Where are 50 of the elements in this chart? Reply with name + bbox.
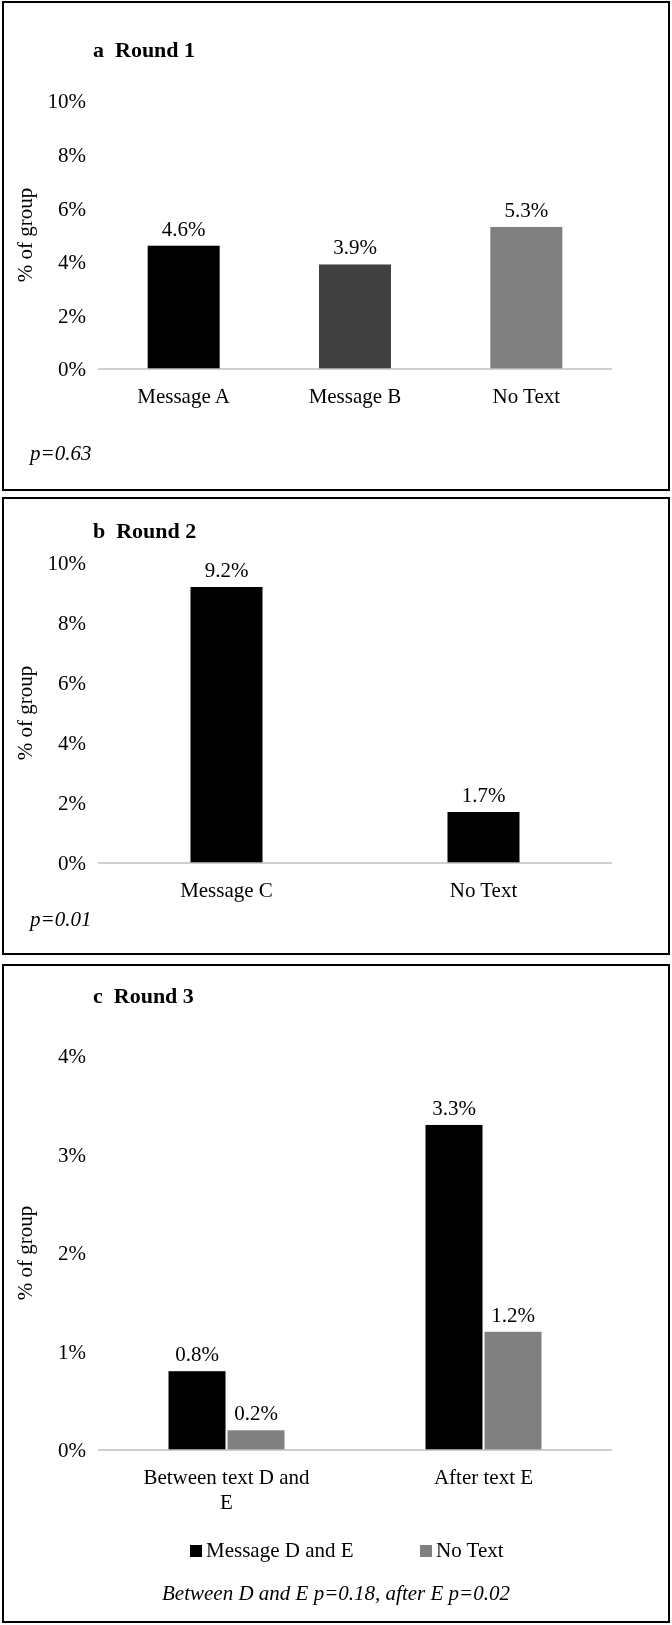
- data-label: 3.9%: [333, 235, 377, 260]
- y-tick-label: 2%: [58, 1241, 86, 1266]
- y-axis-title: % of group: [13, 187, 37, 283]
- chart-title: a Round 1: [93, 37, 196, 62]
- bar: [227, 1430, 285, 1450]
- bar: [168, 1371, 226, 1450]
- y-tick-label: 10%: [47, 551, 86, 576]
- data-label: 5.3%: [504, 197, 549, 222]
- data-label: 1.7%: [461, 783, 506, 807]
- x-tick-label: Between text D and E: [143, 1465, 311, 1514]
- y-tick-label: 0%: [58, 851, 86, 876]
- x-tick-label: No Text: [492, 384, 561, 408]
- y-tick-label: 6%: [58, 671, 86, 696]
- bar: [490, 226, 563, 369]
- x-tick-label: After text E: [433, 1465, 534, 1489]
- bar: [319, 264, 391, 369]
- bar: [484, 1331, 542, 1450]
- y-tick-label: 0%: [58, 1438, 86, 1463]
- chart-title: c Round 3: [93, 983, 194, 1008]
- y-axis-title: % of group: [13, 1205, 37, 1301]
- x-tick-label: Message A: [137, 384, 231, 408]
- y-tick-label: 4%: [58, 250, 86, 275]
- text: p=0.63: [28, 441, 92, 465]
- y-tick-label: 2%: [58, 303, 86, 328]
- legend-label: Message D and E: [206, 1538, 354, 1562]
- y-tick-label: 6%: [58, 196, 86, 221]
- y-axis-title: % of group: [13, 665, 37, 761]
- y-tick-label: 4%: [58, 731, 86, 756]
- y-tick-label: 1%: [58, 1339, 86, 1364]
- y-tick-label: 2%: [58, 791, 86, 816]
- data-label: 9.2%: [204, 558, 249, 582]
- data-label: 0.8%: [175, 1342, 219, 1367]
- bar: [425, 1124, 483, 1450]
- x-tick-label: Message B: [308, 384, 402, 408]
- data-label: 4.6%: [161, 216, 206, 241]
- bar: [147, 245, 220, 369]
- data-label: 1.2%: [491, 1302, 535, 1327]
- x-tick-label: Message C: [180, 878, 273, 902]
- y-tick-label: 0%: [58, 357, 86, 382]
- y-tick-label: 8%: [58, 611, 86, 636]
- data-label: 0.2%: [234, 1401, 278, 1426]
- text: p=0.01: [28, 907, 92, 931]
- y-tick-label: 3%: [58, 1142, 86, 1167]
- data-label: 3.3%: [432, 1095, 476, 1120]
- chart-title: b Round 2: [93, 518, 197, 543]
- y-tick-label: 10%: [47, 89, 86, 114]
- y-tick-label: 4%: [58, 1044, 86, 1069]
- y-tick-label: 8%: [58, 142, 86, 167]
- legend-label: No Text: [436, 1538, 504, 1562]
- text: Between D and E p=0.18, after E p=0.02: [162, 1581, 511, 1605]
